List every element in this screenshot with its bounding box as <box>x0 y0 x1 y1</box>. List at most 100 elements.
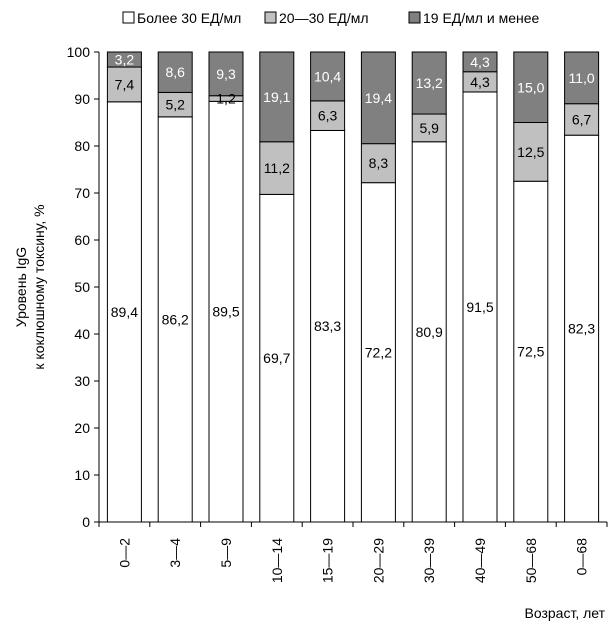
bar-segment <box>513 180 549 523</box>
x-tick-label: 20—29 <box>370 538 386 583</box>
legend-swatch <box>408 11 421 24</box>
bar-segment <box>310 129 346 523</box>
y-tick-label: 0 <box>82 514 90 530</box>
data-label: 7,4 <box>115 76 135 92</box>
bar-segment <box>462 51 498 73</box>
legend-item: Более 30 ЕД/мл <box>122 10 241 26</box>
y-tick-label: 90 <box>74 91 90 107</box>
bar-segment <box>106 66 142 103</box>
legend-label: Более 30 ЕД/мл <box>137 10 241 26</box>
axes: 0 10 20 30 40 50 60 70 80 90 100 <box>67 44 608 530</box>
bar-segment <box>411 113 447 143</box>
bar-stack: 91,5 4,3 4,3 <box>462 51 498 523</box>
data-label: 19,4 <box>365 90 392 106</box>
bar-segment <box>513 51 549 123</box>
data-label: 89,5 <box>212 304 239 320</box>
bar-stack: 80,9 5,9 13,2 <box>411 51 447 523</box>
data-label: 89,4 <box>111 304 138 320</box>
data-label: 15,0 <box>517 79 544 95</box>
y-axis-title-line: к коклюшному токсину, % <box>31 204 47 369</box>
y-tick-label: 100 <box>67 44 91 60</box>
data-label: 6,3 <box>318 108 338 124</box>
legend-swatch <box>264 11 277 24</box>
data-label: 19,1 <box>263 89 290 105</box>
data-label: 72,2 <box>365 344 392 360</box>
bar-stack: 89,4 7,4 3,2 <box>106 51 142 523</box>
bar-segment <box>157 51 193 93</box>
bar-stack: 89,5 1,2 9,3 <box>208 51 244 523</box>
y-tick-label: 10 <box>74 467 90 483</box>
y-tick-label: 70 <box>74 185 90 201</box>
bar-segment <box>411 51 447 115</box>
data-label: 5,2 <box>165 97 185 113</box>
data-label: 6,7 <box>572 111 592 127</box>
data-label: 10,4 <box>314 68 341 84</box>
y-tick-label: 80 <box>74 138 90 154</box>
bar-segment <box>106 101 142 523</box>
data-label: 8,6 <box>165 64 185 80</box>
x-axis-title: Возраст, лет <box>525 605 606 621</box>
bar-segment <box>513 122 549 182</box>
data-label: 83,3 <box>314 318 341 334</box>
x-tick-label: 3—4 <box>167 538 183 568</box>
legend-label: 19 ЕД/мл и менее <box>423 10 539 26</box>
bar-stack: 72,2 8,3 19,4 <box>360 51 396 523</box>
bars: 89,4 7,4 3,2 0—2 86,2 5,2 8,6 3—4 89,5 1,2 9,3 5—9 6… <box>106 51 600 583</box>
x-tick-label: 15—19 <box>320 538 336 583</box>
y-tick-label: 20 <box>74 420 90 436</box>
bar-segment <box>360 143 396 184</box>
x-tick-label: 50—68 <box>523 538 539 583</box>
bar-segment <box>564 134 600 523</box>
bar-stack: 72,5 12,5 15,0 <box>513 51 549 523</box>
data-label: 9,3 <box>216 66 236 82</box>
bar-segment <box>564 51 600 105</box>
bar-segment <box>157 91 193 118</box>
x-tick-label: 40—49 <box>472 538 488 583</box>
data-label: 86,2 <box>162 311 189 327</box>
y-tick-label: 60 <box>74 232 90 248</box>
data-label: 3,2 <box>115 52 135 68</box>
data-label: 1,2 <box>216 91 236 107</box>
x-tick-label: 30—39 <box>421 538 437 583</box>
bar-segment <box>411 141 447 523</box>
data-label: 82,3 <box>568 321 595 337</box>
x-tick-label: 10—14 <box>269 538 285 583</box>
bar-segment <box>157 116 193 523</box>
data-label: 5,9 <box>419 120 439 136</box>
bar-segment <box>310 51 346 102</box>
data-label: 4,3 <box>470 74 490 90</box>
legend-item: 20—30 ЕД/мл <box>264 10 369 26</box>
bar-segment <box>106 51 142 68</box>
y-tick-label: 50 <box>74 279 90 295</box>
legend-swatch <box>122 11 135 24</box>
y-tick-label: 40 <box>74 326 90 342</box>
data-label: 13,2 <box>416 75 443 91</box>
legend-label: 20—30 ЕД/мл <box>279 10 369 26</box>
y-tick-label: 30 <box>74 373 90 389</box>
legend: Более 30 ЕД/мл 20—30 ЕД/мл 19 ЕД/мл и мене… <box>122 10 539 26</box>
x-tick-label: 5—9 <box>218 538 234 568</box>
data-label: 12,5 <box>517 144 544 160</box>
legend-item: 19 ЕД/мл и менее <box>408 10 539 26</box>
data-label: 4,3 <box>470 54 490 70</box>
bar-stack: 82,3 6,7 11,0 <box>564 51 600 523</box>
data-label: 80,9 <box>416 324 443 340</box>
data-label: 69,7 <box>263 350 290 366</box>
bar-stack: 69,7 11,2 19,1 <box>259 51 295 523</box>
data-label: 8,3 <box>369 155 389 171</box>
bar-segment <box>360 51 396 145</box>
data-label: 72,5 <box>517 344 544 360</box>
y-axis-title-line: Уровень IgG <box>13 247 29 327</box>
bar-segment <box>259 141 295 195</box>
bar-segment <box>259 51 295 143</box>
y-axis-title: Уровень IgG к коклюшному токсину, % <box>13 204 47 369</box>
data-label: 11,2 <box>264 160 290 176</box>
x-tick-label: 0—2 <box>116 538 132 568</box>
bar-stack: 83,3 6,3 10,4 <box>310 51 346 523</box>
bar-stack: 86,2 5,2 8,6 <box>157 51 193 523</box>
x-tick-label: 0—68 <box>574 538 590 576</box>
bar-segment <box>462 91 498 523</box>
data-label: 11,0 <box>568 70 594 86</box>
data-label: 91,5 <box>466 299 493 315</box>
